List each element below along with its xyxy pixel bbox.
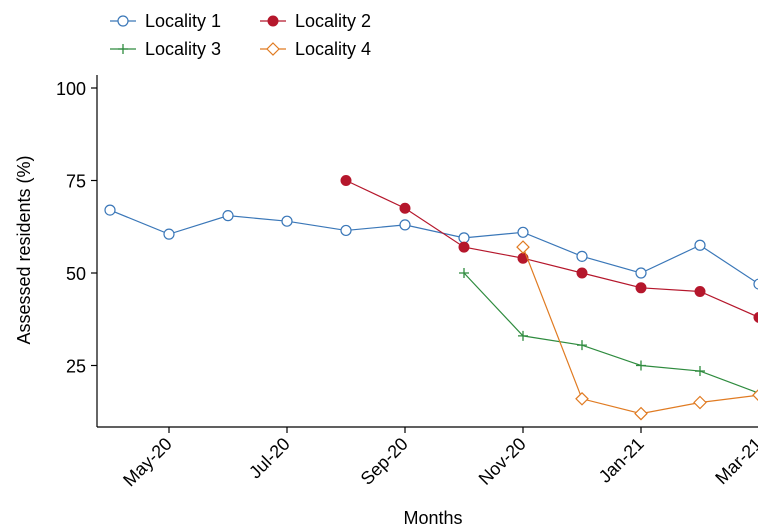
y-ticks: 25 50 75 100 [56,79,97,377]
y-axis-title: Assessed residents (%) [14,155,34,344]
legend-item: Locality 3 [110,39,221,59]
series-line [109,209,758,285]
legend-marker [267,15,279,27]
legend-label: Locality 4 [295,39,371,59]
data-point [576,267,588,279]
legend-marker [118,44,128,54]
data-point [636,360,646,371]
data-point [340,175,352,186]
data-point [753,311,758,323]
x-tick-label: Jul-20 [245,434,294,483]
data-point [694,239,706,251]
data-point [575,391,589,406]
legend-label: Locality 2 [295,11,371,31]
legend-item: Locality 1 [110,11,221,31]
data-point [517,226,529,238]
y-tick-label: 50 [66,264,86,284]
data-point [104,204,116,216]
y-tick-label: 100 [56,79,86,99]
x-tick-label: Sep-20 [357,434,412,489]
legend-label: Locality 3 [145,39,221,59]
x-axis-title: Months [403,508,462,527]
data-point [458,232,470,244]
data-point [752,389,758,401]
data-point [577,340,587,351]
data-point [458,241,470,253]
x-tick-label: Mar-21 [711,434,758,488]
data-point [695,366,705,377]
data-point [694,286,706,297]
axes [96,75,758,428]
data-point [693,395,707,410]
legend: Locality 1 Locality 2 Locality 3 Locality 4 [110,11,371,59]
data-point [222,210,234,222]
y-tick-label: 75 [66,172,86,192]
data-point [516,240,530,254]
series-line [345,179,758,318]
series-line [463,272,758,394]
x-tick-label: May-20 [119,434,176,491]
series-1 [104,204,758,290]
data-point [518,330,528,341]
data-point [163,228,175,240]
legend-marker [117,15,129,27]
series-2 [340,175,758,323]
x-tick-label: Nov-20 [475,434,530,489]
data-point [753,278,758,290]
legend-item: Locality 4 [260,39,371,59]
series-layer [104,175,758,421]
legend-item: Locality 2 [260,11,371,31]
data-point [576,250,588,262]
data-point [399,202,411,214]
data-point [635,267,647,279]
x-ticks: May-20 Jul-20 Sep-20 Nov-20 Jan-21 Mar-21 [119,427,758,490]
legend-marker [266,42,280,56]
data-point [635,282,647,294]
data-point [634,406,648,421]
data-point [459,268,469,278]
y-tick-label: 25 [66,357,86,377]
series-3 [459,268,758,394]
data-point [281,215,293,227]
data-point [340,224,352,237]
data-point [399,219,411,231]
series-4 [516,240,758,421]
legend-label: Locality 1 [145,11,221,31]
x-tick-label: Jan-21 [595,434,648,487]
